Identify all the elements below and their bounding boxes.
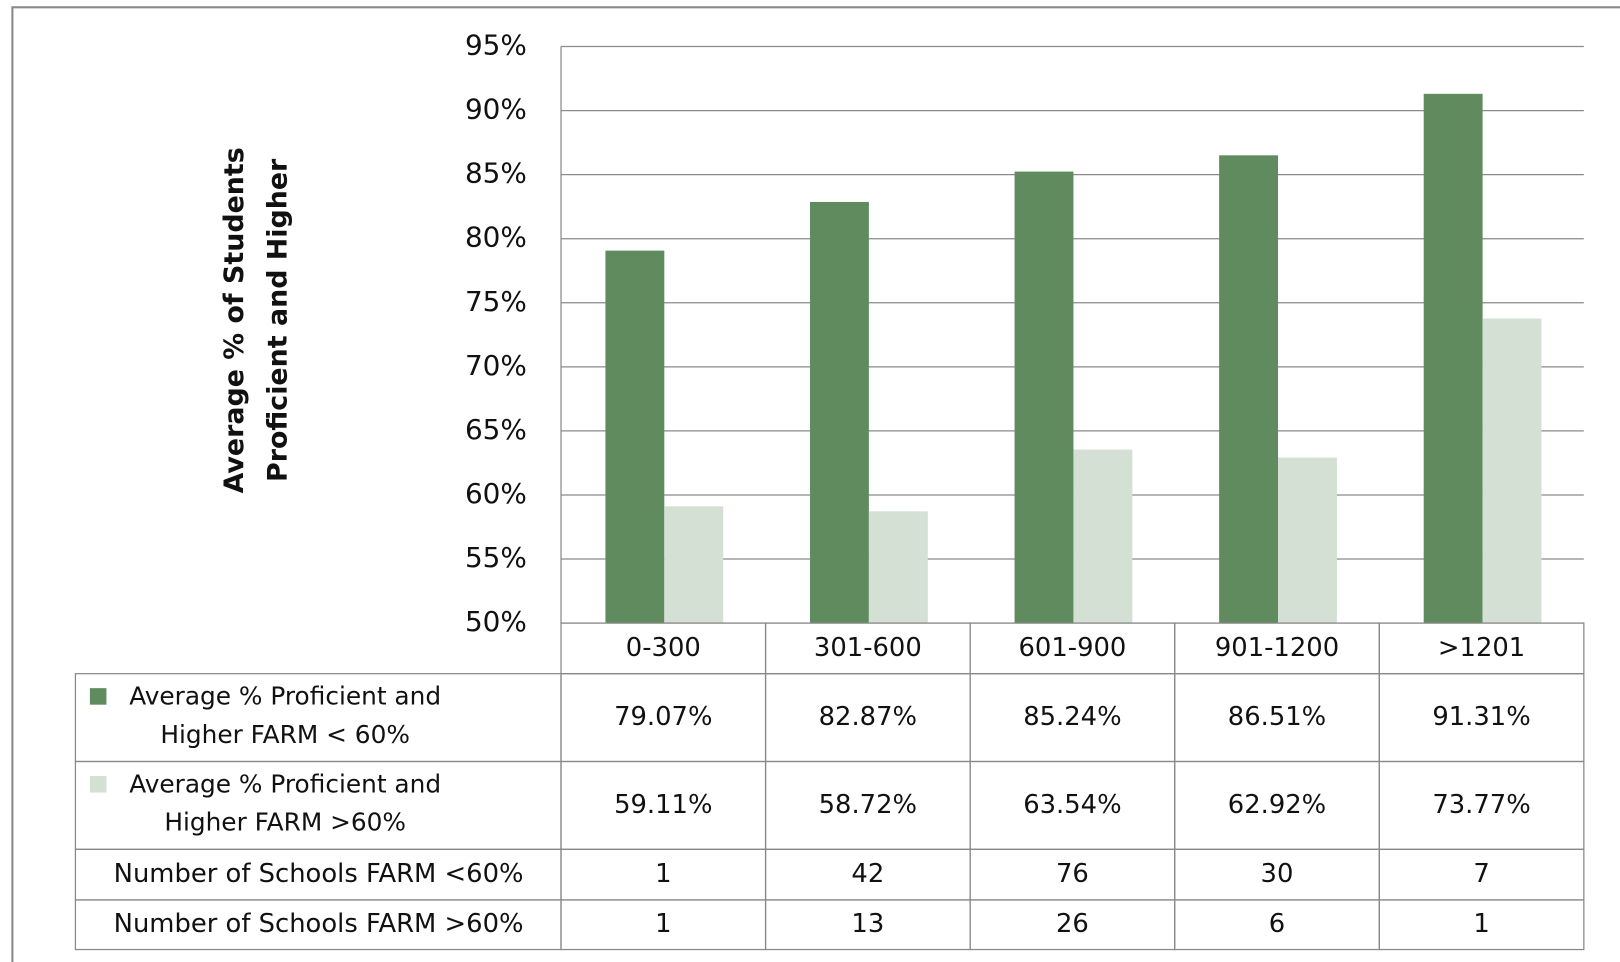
table-value: 1 — [1473, 909, 1489, 939]
y-tick-label: 55% — [465, 541, 527, 574]
table-value: 26 — [1056, 909, 1089, 939]
row-label: Number of Schools FARM <60% — [114, 859, 524, 889]
frame — [11, 6, 1620, 962]
table-value: 13 — [851, 909, 884, 939]
bar — [1423, 93, 1483, 624]
y-tick-label: 90% — [465, 93, 527, 126]
data-label: 73.77% — [1432, 790, 1530, 820]
bar — [1073, 449, 1133, 624]
bar — [1278, 457, 1337, 624]
legend-entry: Average % Proficient and Higher FARM >60… — [84, 766, 456, 842]
table-value: 42 — [851, 859, 884, 889]
category-label: 901-1200 — [1215, 633, 1339, 663]
y-tick-label: 50% — [465, 605, 527, 638]
y-tick-label: 75% — [465, 285, 527, 318]
y-axis-title: Proficient and Higher — [262, 158, 293, 482]
row-label: Number of Schools FARM >60% — [114, 909, 524, 939]
y-axis-title: Average % of Students — [219, 147, 250, 493]
category-label: 301-600 — [814, 633, 922, 663]
data-label: 86.51% — [1228, 702, 1326, 732]
bar — [1014, 171, 1074, 624]
data-label: 63.54% — [1023, 790, 1121, 820]
data-label: 62.92% — [1228, 790, 1326, 820]
table-value: 6 — [1269, 909, 1285, 939]
table-value: 76 — [1056, 859, 1089, 889]
data-label: 59.11% — [614, 790, 712, 820]
table-cell — [1378, 899, 1585, 951]
category-label: >1201 — [1438, 633, 1525, 663]
legend-swatch — [89, 688, 107, 705]
legend-swatch — [89, 775, 107, 793]
data-label: 79.07% — [614, 702, 712, 732]
bar — [664, 506, 724, 624]
data-label: 91.31% — [1432, 702, 1530, 732]
table-value: 7 — [1473, 859, 1489, 889]
table-value: 30 — [1261, 859, 1294, 889]
y-tick-label: 65% — [465, 413, 527, 446]
y-tick-label: 60% — [465, 477, 527, 510]
legend-entry: Average % Proficient and Higher FARM < 6… — [84, 678, 456, 754]
y-tick-label: 95% — [465, 29, 527, 62]
bar — [605, 250, 665, 624]
bar — [868, 511, 928, 624]
bar — [810, 201, 869, 624]
legend-label: Average % Proficient and Higher FARM >60… — [84, 766, 456, 842]
table-value: 1 — [655, 859, 671, 889]
data-label: 58.72% — [819, 790, 917, 820]
y-tick-label: 80% — [465, 221, 527, 254]
bar — [1482, 318, 1542, 624]
category-label: 601-900 — [1018, 633, 1126, 663]
legend-label: Average % Proficient and Higher FARM < 6… — [84, 678, 456, 754]
category-label: 0-300 — [626, 633, 701, 663]
y-tick-label: 70% — [465, 349, 527, 382]
bar — [1219, 155, 1279, 624]
data-label: 82.87% — [819, 702, 917, 732]
y-tick-label: 85% — [465, 157, 527, 190]
data-label: 85.24% — [1023, 702, 1121, 732]
table-value: 1 — [655, 909, 671, 939]
